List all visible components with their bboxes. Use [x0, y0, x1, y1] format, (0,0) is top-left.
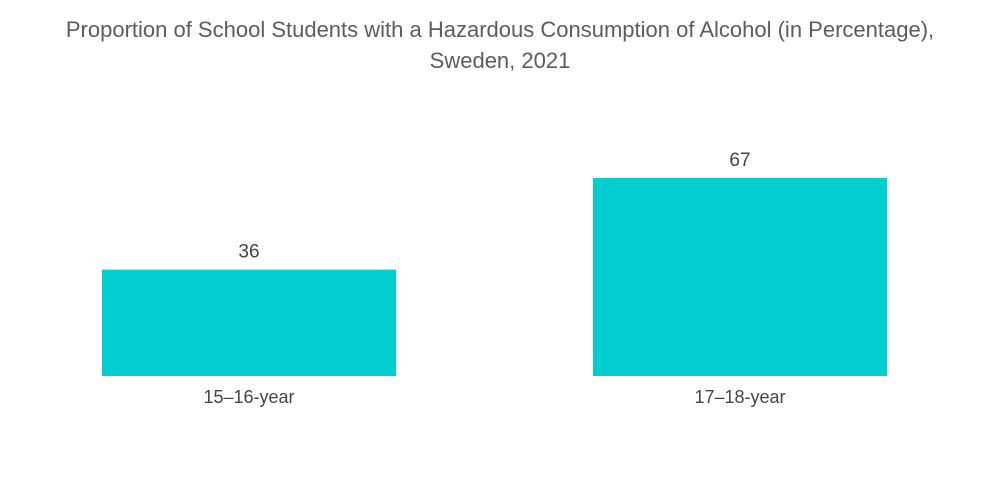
bars-layer: 36 15–16-year 67 17–18-year	[102, 150, 887, 407]
data-label-2: 67	[729, 150, 750, 171]
category-label-2: 17–18-year	[694, 387, 785, 407]
bar-2	[593, 178, 887, 376]
category-label-1: 15–16-year	[203, 387, 294, 407]
chart-title-line-2: Sweden, 2021	[429, 48, 571, 73]
chart-title-line-1: Proportion of School Students with a Haz…	[65, 17, 935, 42]
chart-title: Proportion of School Students with a Haz…	[0, 14, 1000, 76]
data-label-1: 36	[238, 242, 259, 263]
bar-1	[102, 269, 396, 376]
